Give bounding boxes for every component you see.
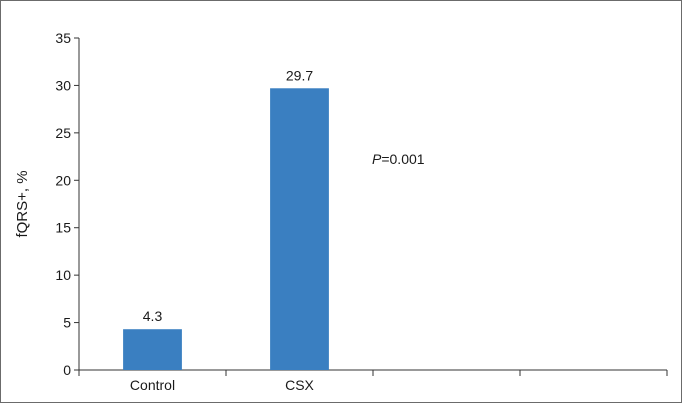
data-labels: 4.3 29.7 [143,67,314,324]
y-tick-label: 0 [63,362,71,378]
y-tick-label: 25 [55,125,71,141]
y-tick-label: 35 [55,30,71,46]
p-value-text: =0.001 [381,151,424,167]
p-value-annotation: P=0.001 [372,151,425,167]
y-tick-label: 30 [55,77,71,93]
y-tick-label: 15 [55,220,71,236]
bar-value-label: 29.7 [286,67,313,83]
p-value-prefix: P [372,151,382,167]
y-tick-label: 20 [55,172,71,188]
y-axis: 0 5 10 15 20 25 30 35 [55,30,80,378]
x-category-label: Control [130,377,175,393]
y-tick-label: 10 [55,267,71,283]
y-axis-title: fQRS+, % [14,170,31,237]
y-tick-label: 5 [63,315,71,331]
bar [270,88,329,370]
bar [123,329,182,370]
x-axis: Control CSX [78,369,668,393]
bars [123,88,329,370]
bar-value-label: 4.3 [143,308,163,324]
x-category-label: CSX [285,377,314,393]
